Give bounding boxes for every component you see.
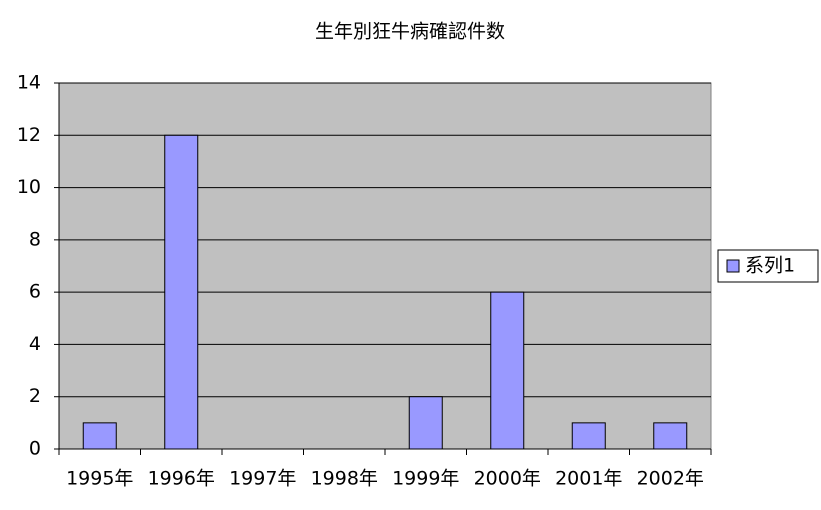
y-tick-label: 8	[29, 228, 41, 250]
plot-area	[58, 82, 712, 450]
bar	[571, 422, 606, 450]
x-tick-label: 1999年	[392, 468, 459, 490]
bar	[653, 422, 688, 450]
bar	[82, 422, 117, 450]
x-tick-label: 1995年	[66, 468, 133, 490]
x-tick-label: 1996年	[148, 468, 215, 490]
x-tick-label: 1997年	[229, 468, 296, 490]
y-tick-label: 10	[17, 176, 41, 198]
x-tick-label: 1998年	[311, 468, 378, 490]
legend-label: 系列1	[745, 255, 795, 277]
y-tick-label: 6	[29, 281, 41, 303]
y-tick-label: 2	[29, 385, 41, 407]
y-tick-label: 4	[29, 333, 41, 355]
y-tick-label: 12	[17, 124, 41, 146]
bar	[490, 291, 525, 450]
legend-swatch	[726, 259, 740, 273]
x-tick-label: 2001年	[555, 468, 622, 490]
bar	[408, 396, 443, 450]
x-tick-label: 2002年	[637, 468, 704, 490]
x-tick-label: 2000年	[474, 468, 541, 490]
y-tick-label: 14	[17, 72, 41, 94]
y-tick-label: 0	[29, 438, 41, 460]
bar	[164, 134, 199, 450]
chart-title: 生年別狂牛病確認件数	[315, 21, 505, 43]
